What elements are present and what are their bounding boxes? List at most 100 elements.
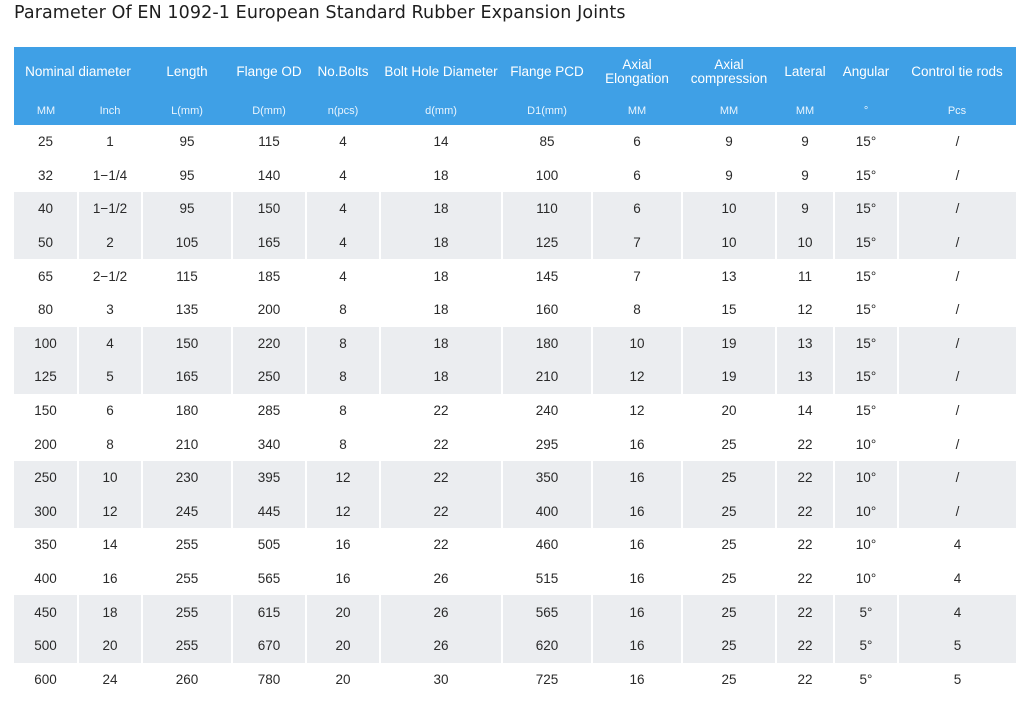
table-cell: 22 xyxy=(776,427,836,461)
table-row: 500 20 255 670 20 26 620 16 25 22 5° 5 xyxy=(14,628,1017,663)
table-cell: 9 xyxy=(776,192,836,226)
table-cell: 8 xyxy=(78,427,144,461)
table-cell: 25 xyxy=(682,595,778,629)
table-cell: 255 xyxy=(142,595,234,629)
table-cell: 22 xyxy=(776,628,836,663)
table-cell: 16 xyxy=(592,662,684,697)
table-cell: 460 xyxy=(502,528,594,562)
table-cell: 400 xyxy=(502,494,594,529)
unit-cell: n(pcs) xyxy=(306,97,381,125)
table-cell: 25 xyxy=(682,561,778,596)
table-cell: 14 xyxy=(78,528,144,562)
table-cell: 10 xyxy=(592,326,684,361)
table-cell: 3 xyxy=(78,292,144,327)
table-row: 300 12 245 445 12 22 400 16 25 22 10° / xyxy=(14,494,1017,529)
table-cell: 7 xyxy=(592,225,684,260)
table-cell: 20 xyxy=(306,662,382,697)
table-cell: 150 xyxy=(142,326,234,361)
table-cell: 95 xyxy=(142,158,234,193)
table-cell: / xyxy=(955,403,960,419)
table-cell: 4 xyxy=(306,158,382,193)
table-cell: 245 xyxy=(142,494,234,529)
table-cell: 505 xyxy=(232,528,308,562)
table-cell: 260 xyxy=(142,662,234,697)
table-cell: 18 xyxy=(380,259,504,293)
table-cell: 18 xyxy=(380,292,504,327)
table-cell: 4 xyxy=(953,537,962,553)
table-cell: 15° xyxy=(834,360,900,394)
axial-compression-line-1: Axial xyxy=(714,57,744,72)
table-cell: 125 xyxy=(502,225,594,260)
table-cell: 115 xyxy=(142,259,234,293)
table-cell: 25 xyxy=(682,494,778,529)
table-cell: 250 xyxy=(14,460,79,495)
table-row: 200 8 210 340 8 22 295 16 25 22 10° / xyxy=(14,427,1016,461)
table-cell: 5 xyxy=(78,360,144,394)
table-cell: 40 xyxy=(14,192,79,226)
table-cell: 4 xyxy=(78,326,144,361)
table-cell: 12 xyxy=(78,494,144,529)
table-row: 125 5 165 250 8 18 210 12 19 13 15° / xyxy=(14,360,1017,394)
table-cell: 95 xyxy=(142,125,234,159)
table-cell: 18 xyxy=(380,225,504,260)
table-cell: 16 xyxy=(592,561,684,596)
col-header-axial-compression: Axial compression xyxy=(682,47,777,97)
table-cell: 4 xyxy=(306,192,382,226)
table-cell: 15 xyxy=(682,292,778,327)
table-row: 250 10 230 395 12 22 350 16 25 22 10° / xyxy=(14,460,1017,495)
col-header-nominal-diameter: Nominal diameter xyxy=(14,47,143,97)
table-cell: / xyxy=(898,360,1017,394)
col-header-flange-od: Flange OD xyxy=(232,47,307,97)
table-cell: 22 xyxy=(380,528,504,562)
table-cell: / xyxy=(898,326,1017,361)
table-cell: 19 xyxy=(682,360,778,394)
table-cell: 200 xyxy=(14,427,79,461)
table-row: 50 2 105 165 4 18 125 7 10 10 15° / xyxy=(14,225,1017,260)
table-cell: 565 xyxy=(502,595,594,629)
table-cell: / xyxy=(955,268,960,284)
table-cell: 620 xyxy=(502,628,594,663)
table-cell: 22 xyxy=(776,595,836,629)
unit-cell: L(mm) xyxy=(142,97,233,125)
header-row: Nominal diameter Length Flange OD No.Bol… xyxy=(14,47,1017,97)
table-cell: 5° xyxy=(834,662,900,697)
col-header-lateral: Lateral xyxy=(776,47,835,97)
table-cell: 16 xyxy=(592,427,684,461)
table-cell: 615 xyxy=(232,595,308,629)
table-cell: 4 xyxy=(306,225,382,260)
table-cell: 20 xyxy=(78,628,144,663)
col-header-angular: Angular xyxy=(834,47,899,97)
table-cell: 15° xyxy=(834,125,900,159)
table-cell: 15° xyxy=(834,393,900,428)
table-cell: 9 xyxy=(776,158,836,193)
table-cell: 16 xyxy=(592,628,684,663)
table-cell: 26 xyxy=(380,561,504,596)
table-cell: 125 xyxy=(14,360,79,394)
table-cell: 16 xyxy=(78,561,144,596)
table-cell: 25 xyxy=(14,125,79,159)
table-cell: 2−1/2 xyxy=(78,259,144,293)
table-cell: 20 xyxy=(306,628,382,663)
table-cell: 9 xyxy=(682,158,778,193)
table-cell: 160 xyxy=(502,292,594,327)
table-cell: 165 xyxy=(232,225,308,260)
table-cell: 230 xyxy=(142,460,234,495)
table-cell: 4 xyxy=(306,125,382,159)
table-cell: 6 xyxy=(592,158,684,193)
table-cell: 140 xyxy=(232,158,308,193)
table-cell: 6 xyxy=(592,192,684,226)
table-row: 65 2−1/2 115 185 4 18 145 7 13 11 15° / xyxy=(14,259,1016,293)
table-cell: 15° xyxy=(834,326,900,361)
table-cell: 22 xyxy=(776,460,836,495)
unit-cell: D1(mm) xyxy=(502,97,593,125)
table-cell: 4 xyxy=(306,259,382,293)
table-row: 100 4 150 220 8 18 180 10 19 13 15° / xyxy=(14,326,1017,361)
table-cell: 15° xyxy=(834,192,900,226)
table-cell: 515 xyxy=(502,561,594,596)
table-cell: 300 xyxy=(14,494,79,529)
table-cell: 210 xyxy=(502,360,594,394)
table-cell: 5° xyxy=(834,595,900,629)
table-cell: 600 xyxy=(14,662,79,697)
table-cell: 5 xyxy=(953,671,962,687)
table-cell: 10° xyxy=(834,494,900,529)
